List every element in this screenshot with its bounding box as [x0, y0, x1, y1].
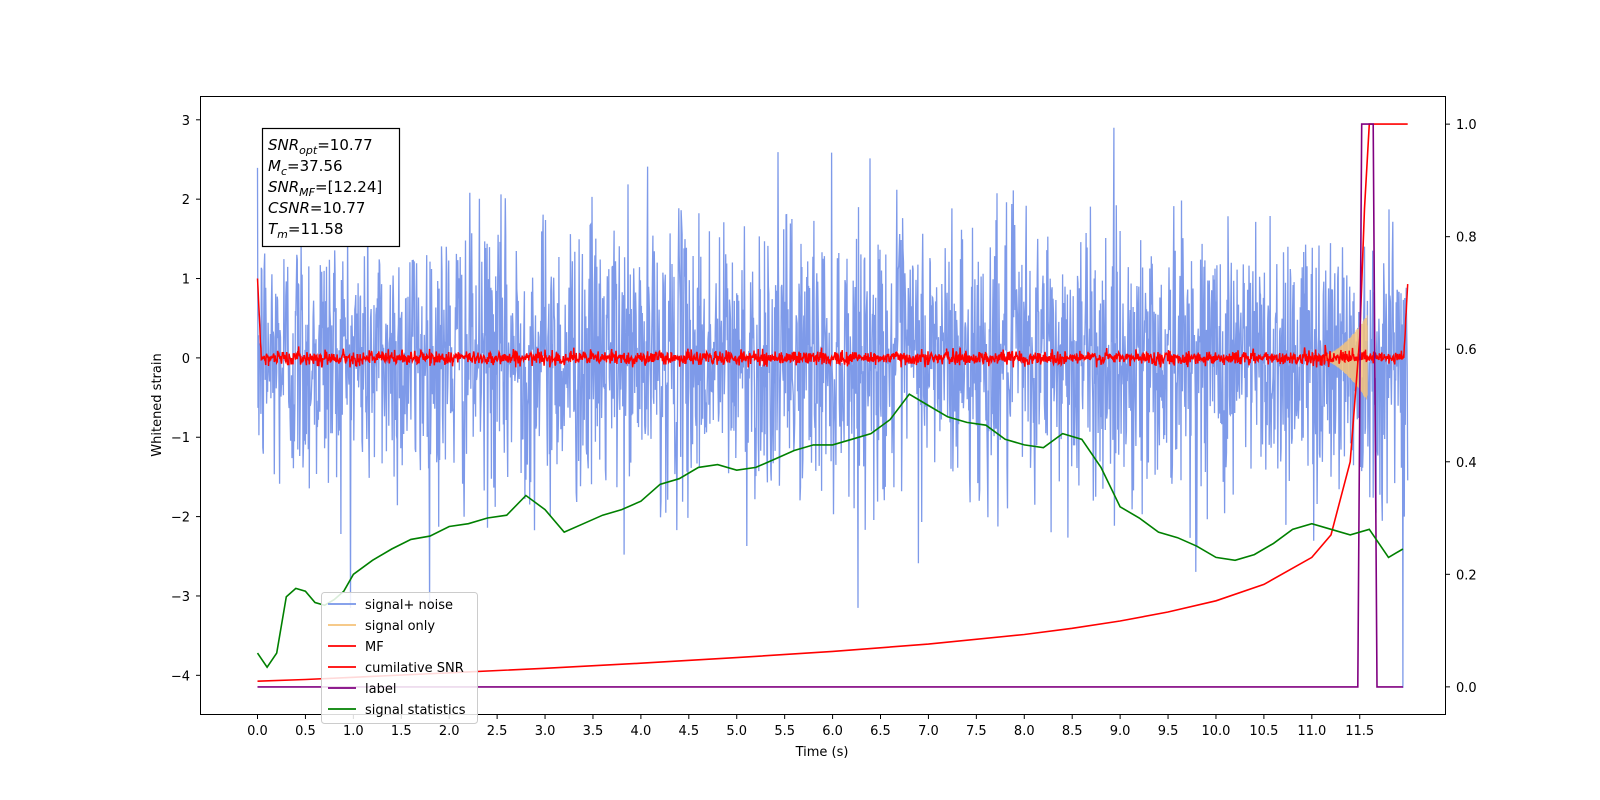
x-tick-label: 1.0 — [343, 724, 364, 739]
x-tick-label: 11.5 — [1345, 724, 1374, 739]
x-tick-label: 8.0 — [1014, 724, 1035, 739]
legend-entry: MF — [365, 640, 384, 655]
annotation-line: CSNR=10.77 — [268, 199, 365, 217]
x-tick-label: 2.0 — [439, 724, 460, 739]
x-tick-label: 5.0 — [726, 724, 747, 739]
y2-tick-label: 0.4 — [1456, 456, 1477, 471]
plot-area — [256, 123, 1409, 688]
series-signal-statistics — [256, 393, 1404, 669]
annotation-frame — [261, 127, 401, 248]
series-mf — [256, 278, 1409, 368]
x-tick-label: 10.0 — [1201, 724, 1230, 739]
legend-frame — [321, 592, 478, 724]
series-signal-noise — [256, 127, 1409, 688]
plot-frame — [200, 96, 1446, 715]
annotation-line: SNRMF=[12.24] — [268, 178, 382, 199]
y2-tick-label: 0.2 — [1456, 568, 1477, 583]
stats-annotation-box: SNRopt=10.77Mc=37.56SNRMF=[12.24]CSNR=10… — [261, 127, 401, 248]
x-tick-label: 1.5 — [391, 724, 412, 739]
x-tick-label: 7.0 — [918, 724, 939, 739]
annotation-line: Tm=11.58 — [268, 220, 343, 241]
legend-entry: signal statistics — [365, 703, 466, 718]
x-tick-label: 3.0 — [535, 724, 556, 739]
y-tick-label: −4 — [171, 669, 190, 684]
x-tick-label: 6.0 — [822, 724, 843, 739]
legend: signal+ noise signal only MF cumilative SNR… — [321, 592, 478, 724]
legend-entry: signal+ noise — [365, 598, 453, 613]
y2-tick-label: 0.8 — [1456, 231, 1477, 246]
x-tick-label: 8.5 — [1062, 724, 1083, 739]
x-tick-label: 4.5 — [678, 724, 699, 739]
x-tick-label: 0.0 — [247, 724, 268, 739]
y-tick-label: −3 — [171, 590, 190, 605]
legend-entry: label — [365, 682, 396, 697]
x-tick-label: 0.5 — [295, 724, 316, 739]
x-tick-label: 2.5 — [487, 724, 508, 739]
x-tick-label: 10.5 — [1249, 724, 1278, 739]
legend-entry: cumilative SNR — [365, 661, 464, 676]
y-axis-left: −4 −3 −2 −1 0 1 2 3 — [171, 114, 200, 684]
x-tick-label: 9.5 — [1158, 724, 1179, 739]
annotation-line: SNRopt=10.77 — [268, 136, 373, 157]
y-tick-label: 1 — [182, 273, 190, 288]
y-axis-label: Whitened strain — [150, 353, 165, 456]
x-tick-label: 4.0 — [631, 724, 652, 739]
x-tick-label: 5.5 — [774, 724, 795, 739]
legend-entry: signal only — [365, 619, 435, 634]
y-tick-label: 0 — [182, 352, 190, 367]
x-tick-label: 6.5 — [870, 724, 891, 739]
x-axis: 0.0 0.5 1.0 1.5 2.0 2.5 3.0 3.5 4.0 4.5 5.0 5.5 6.0 6… — [247, 715, 1374, 739]
x-tick-label: 3.5 — [583, 724, 604, 739]
x-axis-label: Time (s) — [795, 745, 849, 760]
y2-tick-label: 0.0 — [1456, 681, 1477, 696]
y-tick-label: −2 — [171, 511, 190, 526]
x-tick-label: 7.5 — [966, 724, 987, 739]
x-tick-label: 11.0 — [1297, 724, 1326, 739]
y-axis-right: 0.0 0.2 0.4 0.6 0.8 1.0 — [1446, 118, 1477, 696]
x-tick-label: 9.0 — [1110, 724, 1131, 739]
y2-tick-label: 0.6 — [1456, 343, 1477, 358]
series-label — [257, 123, 1403, 688]
y2-tick-label: 1.0 — [1456, 118, 1477, 133]
annotation-line: Mc=37.56 — [268, 157, 343, 178]
y-tick-label: 2 — [182, 193, 190, 208]
y-tick-label: 3 — [182, 114, 190, 129]
y-tick-label: −1 — [171, 431, 190, 446]
